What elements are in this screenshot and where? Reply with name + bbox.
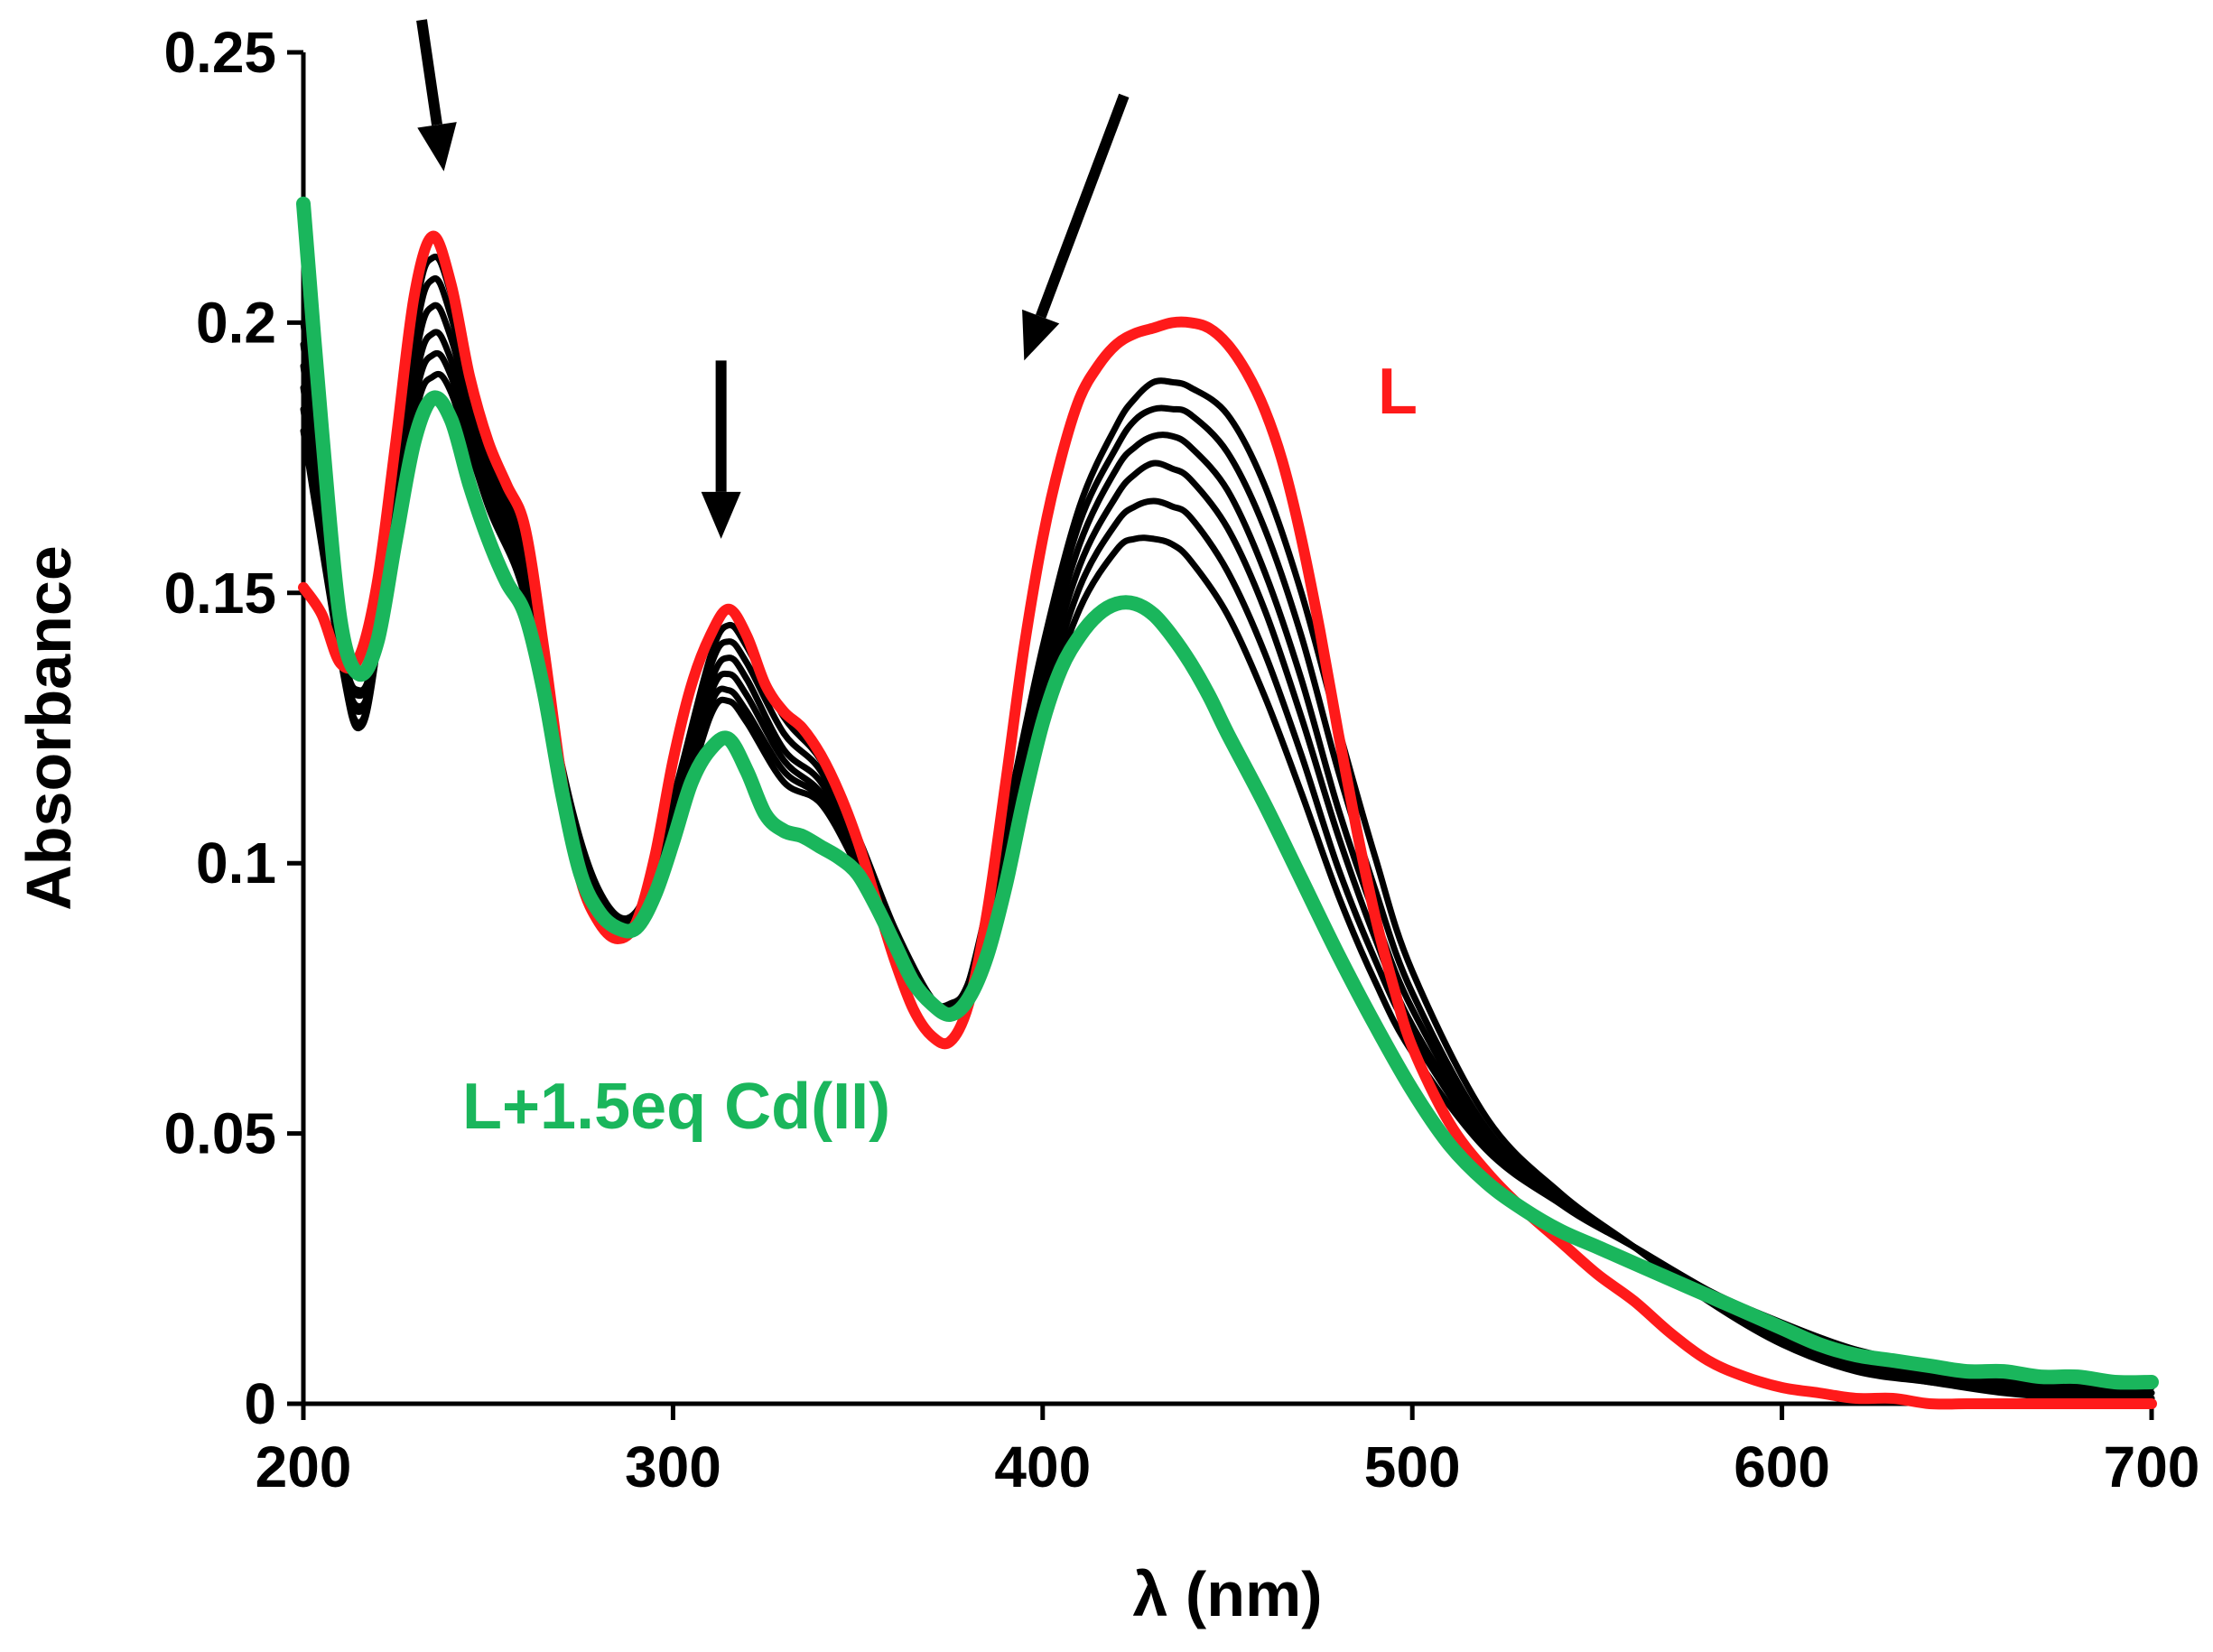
series-line-titration — [300, 253, 2155, 1402]
series-line-complex — [296, 196, 2159, 1390]
complex-label: L+1.5eq Cd(II) — [462, 1071, 890, 1143]
arrow-315nm — [701, 360, 741, 539]
y-ticks: 0 0.05 0.1 0.15 0.2 0.25 — [163, 20, 303, 1436]
y-tick-label: 0 — [244, 1371, 276, 1436]
x-tick-label: 300 — [625, 1434, 721, 1499]
arrow-layer — [416, 19, 1130, 539]
y-tick-label: 0.1 — [196, 831, 276, 896]
x-tick-label: 200 — [256, 1434, 352, 1499]
series-line-titration — [300, 274, 2155, 1402]
x-tick-label: 700 — [2104, 1434, 2200, 1499]
series-layer — [296, 196, 2159, 1410]
y-tick-label: 0.05 — [163, 1101, 276, 1166]
x-ticks: 200 300 400 500 600 700 — [256, 1404, 2200, 1499]
arrow-head — [1022, 309, 1060, 361]
x-tick-label: 500 — [1364, 1434, 1461, 1499]
y-tick-label: 0.2 — [196, 290, 276, 355]
y-tick-label: 0.15 — [163, 561, 276, 626]
y-axis-title: Absorbance — [14, 545, 84, 911]
x-tick-label: 400 — [994, 1434, 1091, 1499]
axes-layer: 0 0.05 0.1 0.15 0.2 0.25 200 300 400 500 600 700 — [163, 20, 2199, 1499]
arrow-shaft — [1036, 93, 1130, 319]
y-tick-label: 0.25 — [163, 20, 276, 85]
arrow-head — [417, 122, 457, 172]
arrow-235nm — [416, 19, 457, 172]
x-axis-title: λ (nm) — [1133, 1559, 1323, 1629]
series-line-ligand — [298, 230, 2157, 1410]
arrow-shaft — [416, 19, 442, 126]
ligand-label: L — [1378, 356, 1418, 428]
arrow-head — [701, 491, 741, 539]
x-tick-label: 600 — [1734, 1434, 1830, 1499]
arrow-430nm — [1022, 93, 1130, 361]
